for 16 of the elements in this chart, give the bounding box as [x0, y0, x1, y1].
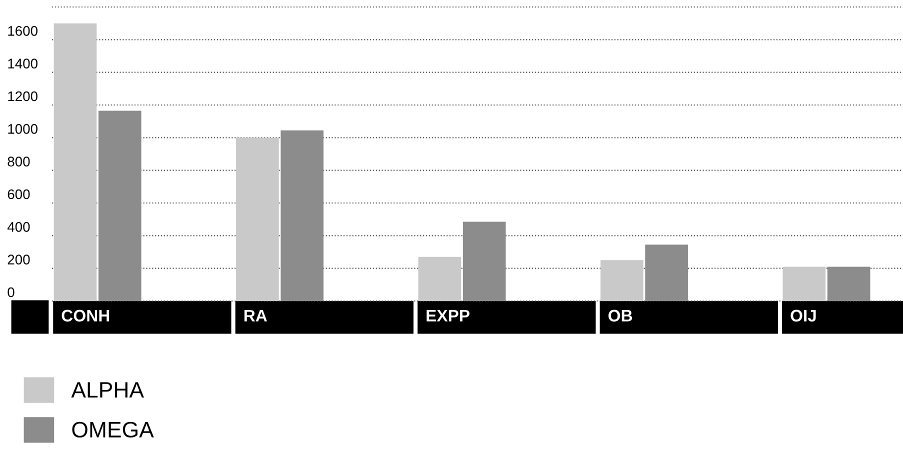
x-tick-label: EXPP [426, 310, 470, 322]
x-tick-label: CONH [62, 310, 110, 322]
legend-label: ALPHA [71, 382, 144, 398]
y-tick-label: 1200 [8, 91, 38, 102]
y-tick-label: 200 [8, 254, 30, 265]
y-tick-label: 600 [8, 189, 30, 200]
x-tick-label: OB [608, 310, 632, 322]
y-tick-label: 1600 [8, 26, 38, 36]
y-tick-label: 800 [8, 156, 30, 167]
legend-label: OMEGA [72, 422, 154, 438]
y-tick-label: 1400 [8, 58, 38, 69]
x-tick-label: RA [244, 310, 267, 322]
y-tick-label: 1000 [8, 124, 38, 134]
y-tick-label: 400 [7, 222, 30, 232]
x-tick-label: OIJ [790, 310, 816, 322]
y-tick-label: 0 [8, 287, 14, 298]
